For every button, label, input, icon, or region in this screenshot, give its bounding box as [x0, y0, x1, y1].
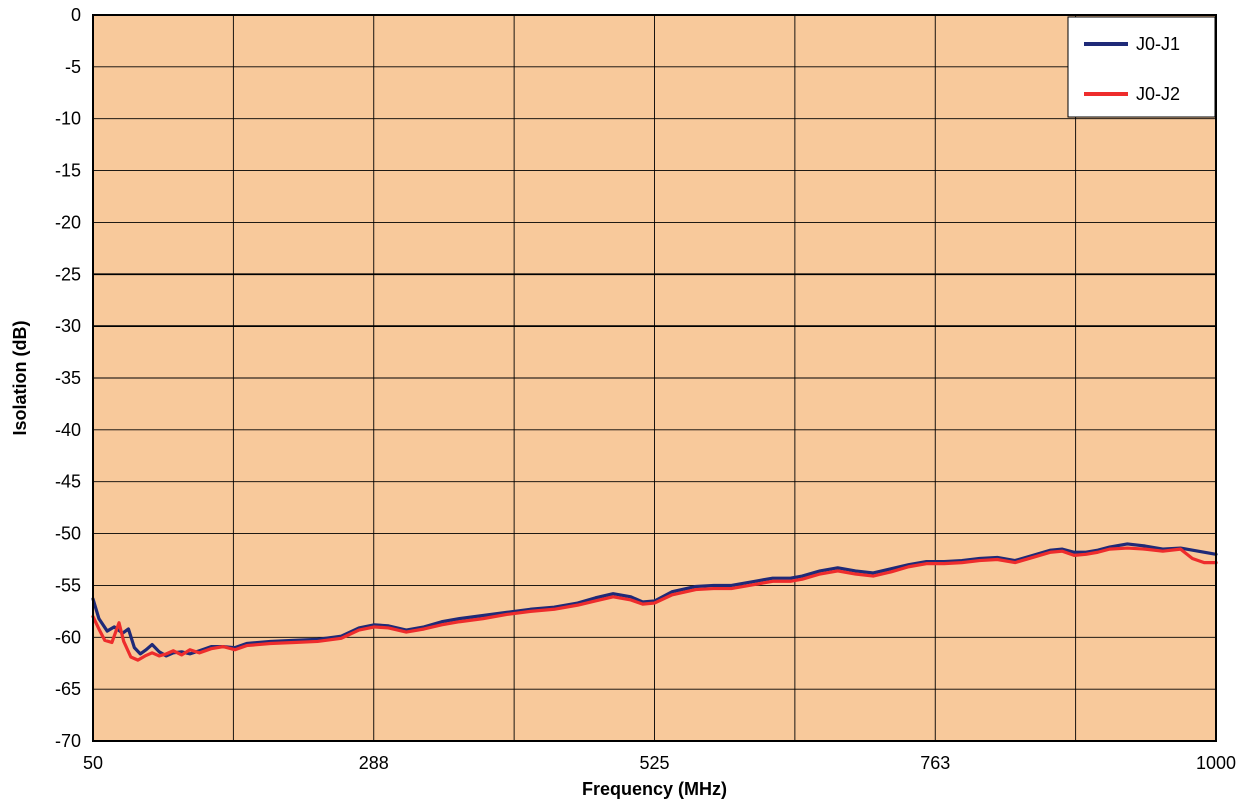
y-tick-label: -25: [55, 264, 81, 284]
x-tick-label: 763: [920, 753, 950, 773]
x-tick-label: 525: [639, 753, 669, 773]
y-tick-label: -55: [55, 575, 81, 595]
y-axis-title: Isolation (dB): [10, 321, 30, 436]
series-lines: [91, 542, 1218, 662]
plot-border: [92, 14, 1217, 742]
y-tick-label: -35: [55, 368, 81, 388]
y-tick-label: -10: [55, 109, 81, 129]
y-tick-label: -5: [65, 57, 81, 77]
y-tick-label: -65: [55, 679, 81, 699]
y-tick-label: -40: [55, 420, 81, 440]
y-tick-label: -30: [55, 316, 81, 336]
y-tick-label: -60: [55, 627, 81, 647]
legend: J0-J1 J0-J2: [1067, 16, 1216, 118]
y-tick-label: 0: [71, 5, 81, 25]
y-tick-label: -45: [55, 472, 81, 492]
legend-label-j0-j1: J0-J1: [1136, 34, 1180, 54]
x-tick-label: 1000: [1196, 753, 1236, 773]
x-tick-label: 50: [83, 753, 103, 773]
y-tick-label: -70: [55, 731, 81, 751]
legend-box: [1067, 16, 1216, 118]
x-tick-labels: 50 288 525 763 1000: [83, 753, 1236, 773]
y-tick-label: -20: [55, 212, 81, 232]
y-tick-label: -50: [55, 524, 81, 544]
y-tick-label: -15: [55, 161, 81, 181]
series-line-j0-j2: [91, 546, 1218, 662]
legend-label-j0-j2: J0-J2: [1136, 84, 1180, 104]
x-tick-label: 288: [359, 753, 389, 773]
y-tick-labels: 0 -5 -10 -15 -20 -25 -30 -35 -40 -45 -50 -55 -60 -65 -…: [55, 5, 81, 751]
x-axis-title: Frequency (MHz): [582, 779, 727, 799]
